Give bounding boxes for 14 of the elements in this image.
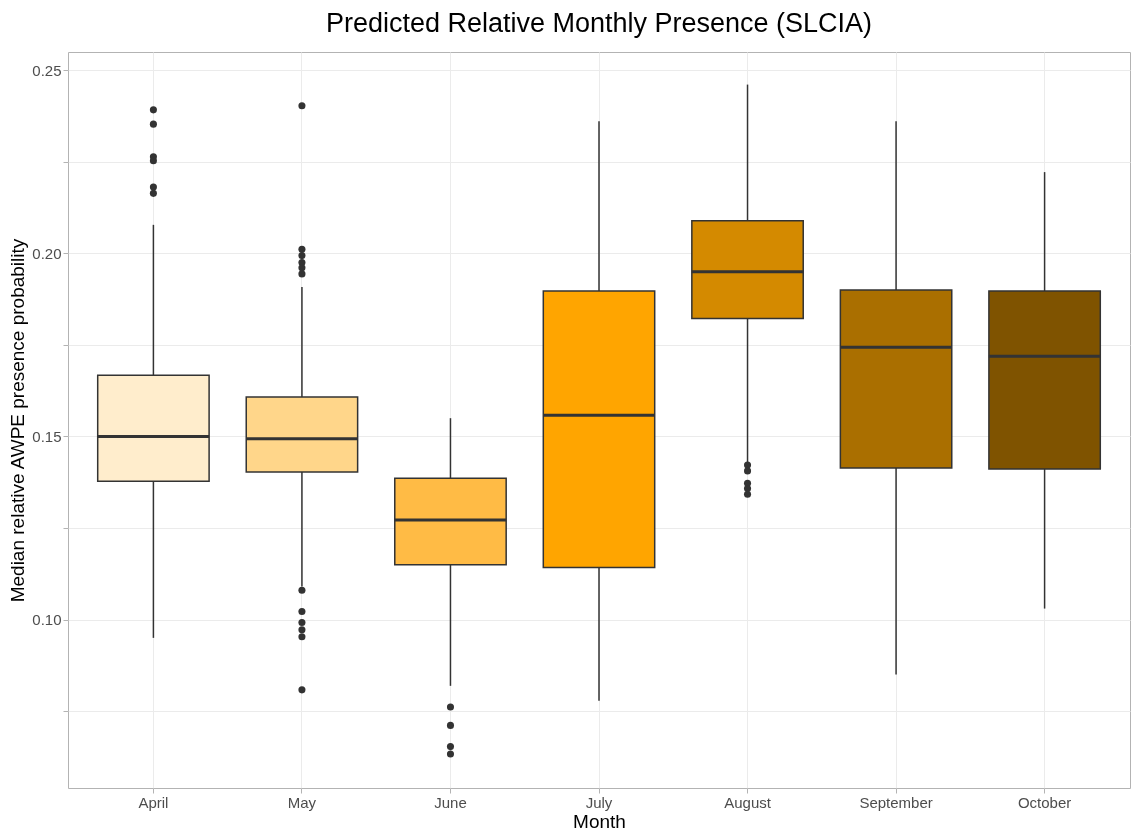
x-tick-label: October [1017,793,1072,811]
x-axis-title: Month [573,810,626,832]
y-tick-label: 0.15 [32,427,62,445]
x-tick-label: August [724,793,772,811]
chart-title: Predicted Relative Monthly Presence (SLCIA) [325,8,873,38]
x-tick-label: June [434,793,467,811]
y-tick-label: 0.10 [32,611,62,629]
y-tick-label: 0.20 [32,244,62,262]
y-tick-label: 0.25 [32,61,62,79]
x-tick-label: April [138,793,169,811]
y-axis-title: Median relative AWPE presence probability [7,238,29,603]
x-tick-label: July [585,793,613,811]
x-tick-label: May [287,793,317,811]
x-tick-label: September [859,793,933,811]
